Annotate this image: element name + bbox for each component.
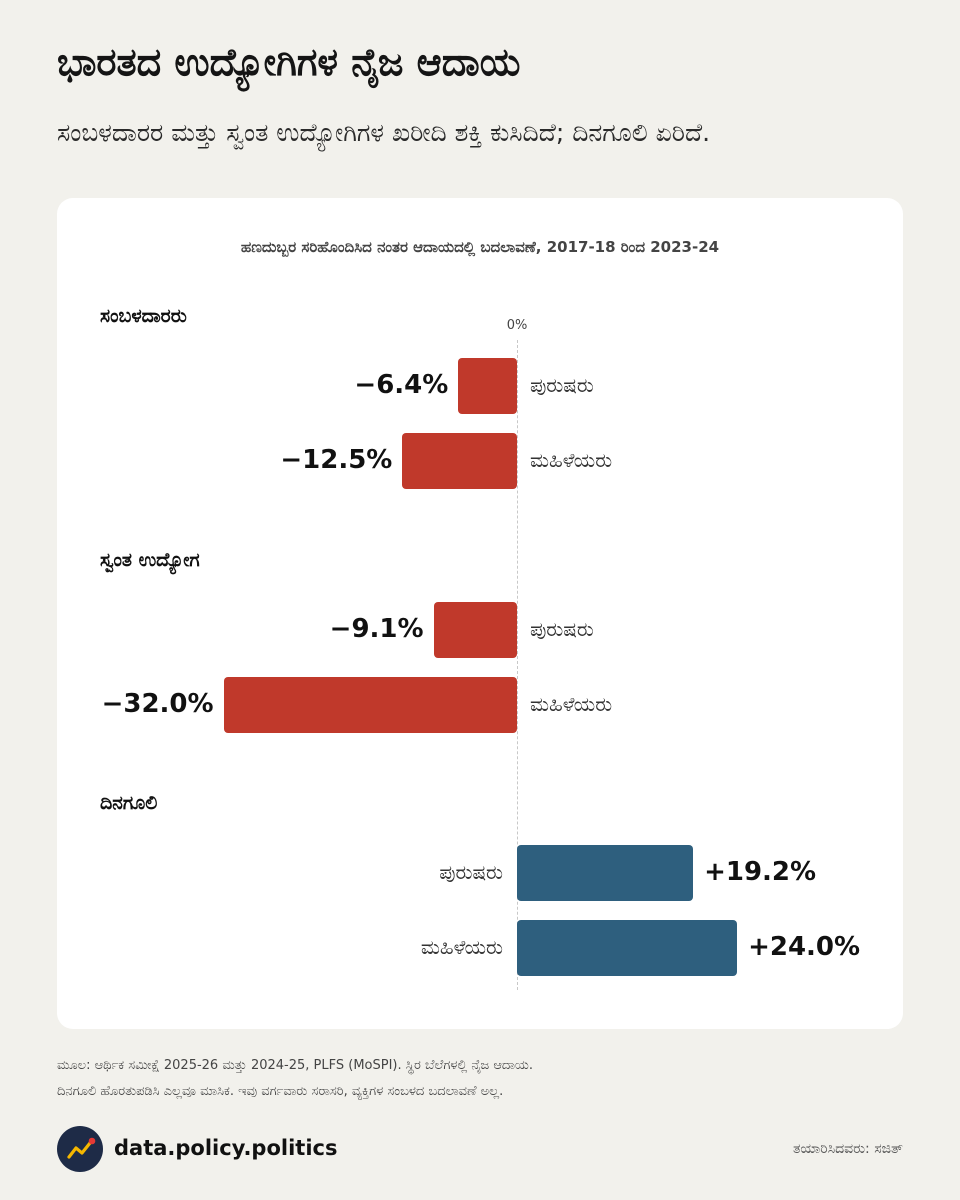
bar-negative [223, 677, 517, 733]
data-label: −12.5% [280, 445, 393, 475]
page-title: ಭಾರತದ ಉದ್ಯೋಗಿಗಳ ನೈಜ ಆದಾಯ [57, 40, 521, 84]
category-label: ಮಹಿಳೆಯರು [420, 935, 503, 959]
bar-positive [517, 920, 738, 976]
bar-positive [517, 845, 694, 901]
category-label: ಪುರುಷರು [530, 373, 594, 397]
author-credit: ತಯಾರಿಸಿದವರು: ಸಜಿತ್ [792, 1141, 903, 1157]
bar-negative [458, 358, 517, 414]
category-label: ಮಹಿಳೆಯರು [530, 448, 613, 472]
data-label: −9.1% [329, 614, 424, 644]
bar-negative [402, 433, 517, 489]
data-label: +19.2% [704, 857, 817, 887]
brand-name: data.policy.politics [114, 1136, 338, 1160]
data-label: −6.4% [354, 370, 449, 400]
category-label: ಮಹಿಳೆಯರು [530, 692, 613, 716]
zero-axis-label: 0% [506, 318, 528, 333]
group-label: ದಿನಗೂಲಿ [100, 792, 158, 814]
group-label: ಸ್ವಂತ ಉದ್ಯೋಗ [100, 549, 200, 571]
category-label: ಪುರುಷರು [439, 860, 503, 884]
source-note-line-2: ದಿನಗೂಲಿ ಹೊರತುಪಡಿಸಿ ಎಲ್ಲವೂ ಮಾಸಿಕ. ಇವು ವರ್… [57, 1084, 504, 1099]
source-note-line-1: ಮೂಲ: ಆರ್ಥಿಕ ಸಮೀಕ್ಷೆ 2025-26 ಮತ್ತು 2024-2… [57, 1058, 533, 1073]
bar-negative [433, 602, 517, 658]
group-label: ಸಂಬಳದಾರರು [100, 305, 187, 327]
zero-axis-line [517, 340, 518, 990]
chart-title: ಹಣದುಬ್ಬರ ಸರಿಹೊಂದಿಸಿದ ನಂತರ ಆದಾಯದಲ್ಲಿ ಬದಲಾ… [240, 238, 720, 256]
category-label: ಪುರುಷರು [530, 617, 594, 641]
trend-up-chart-icon [57, 1126, 103, 1172]
data-label: +24.0% [748, 932, 861, 962]
page-subtitle: ಸಂಬಳದಾರರ ಮತ್ತು ಸ್ವಂತ ಉದ್ಯೋಗಿಗಳ ಖರೀದಿ ಶಕ್… [57, 118, 711, 147]
data-label: −32.0% [101, 689, 214, 719]
